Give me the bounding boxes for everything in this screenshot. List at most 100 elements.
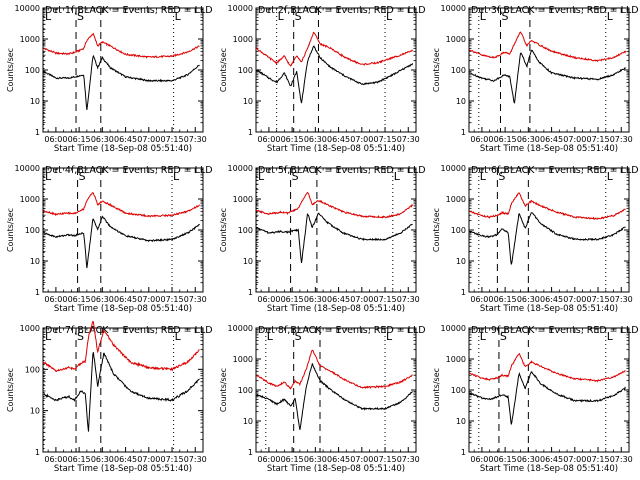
x-tick-label: 07:30 <box>610 135 633 144</box>
x-tick-label: 06:00 <box>470 455 493 464</box>
x-tick-label: 06:45 <box>327 455 350 464</box>
x-axis-label: Start Time (18-Sep-08 05:51:40) <box>267 304 405 314</box>
x-tick-label: 06:15 <box>68 135 91 144</box>
x-tick-label: 07:30 <box>184 295 207 304</box>
events-series-line <box>43 54 200 111</box>
x-tick-label: 07:15 <box>161 295 184 304</box>
time-marker-label: S <box>77 10 84 23</box>
y-tick-label: 1 <box>35 128 40 137</box>
y-tick-label: 10000 <box>228 4 253 13</box>
y-axis-label: Counts/sec <box>6 368 15 412</box>
lld-series-line <box>256 31 414 67</box>
y-tick-label: 1000 <box>233 195 253 204</box>
x-tick-label: 06:00 <box>257 455 280 464</box>
x-tick-label: 07:15 <box>161 455 184 464</box>
y-axis-label: Counts/sec <box>432 48 441 92</box>
x-tick-label: 07:30 <box>397 295 420 304</box>
y-tick-label: 100 <box>25 226 40 235</box>
chart-panel: Det 7f,BLACK = Events, RED = LLD 1 10 100 10… <box>6 320 213 474</box>
x-tick-label: 07:15 <box>587 295 610 304</box>
time-marker-label: S <box>498 170 505 183</box>
x-tick-label: 07:00 <box>350 295 373 304</box>
y-axis-label: Counts/sec <box>219 208 228 252</box>
chart-title: Det 1f,BLACK = Events, RED = LLD <box>45 5 213 16</box>
y-tick-label: 10 <box>243 257 253 266</box>
y-tick-label: 1000 <box>233 355 253 364</box>
lld-series-line <box>43 192 201 218</box>
events-series-line <box>256 212 413 264</box>
time-marker-label: L <box>175 10 182 23</box>
chart-title: Det 6f,BLACK = Events, RED = LLD <box>471 165 639 176</box>
x-tick-label: 07:15 <box>374 135 397 144</box>
lld-series-line <box>43 320 200 373</box>
chart-title: Det 7f,BLACK = Events, RED = LLD <box>45 325 213 336</box>
y-tick-label: 100 <box>451 386 466 395</box>
x-tick-label: 06:15 <box>494 455 517 464</box>
time-marker-label: S <box>292 170 299 183</box>
y-tick-label: 10 <box>30 257 40 266</box>
y-tick-label: 10000 <box>228 324 253 333</box>
x-tick-label: 06:45 <box>540 135 563 144</box>
x-axis-label: Start Time (18-Sep-08 05:51:40) <box>54 464 192 474</box>
y-tick-label: 1 <box>461 128 466 137</box>
x-tick-label: 07:00 <box>137 135 160 144</box>
x-tick-label: 07:00 <box>350 455 373 464</box>
lld-series-line <box>256 191 414 219</box>
y-tick-label: 100 <box>25 365 40 374</box>
y-tick-label: 10000 <box>15 164 40 173</box>
time-marker-label: L <box>175 330 182 343</box>
x-tick-label: 06:30 <box>304 295 327 304</box>
y-tick-label: 10000 <box>15 4 40 13</box>
y-tick-label: 1 <box>35 448 40 457</box>
x-axis-label: Start Time (18-Sep-08 05:51:40) <box>480 144 618 154</box>
lld-series-line <box>256 349 413 390</box>
time-marker-label: S <box>501 10 508 23</box>
x-tick-label: 06:00 <box>470 135 493 144</box>
x-axis-label: Start Time (18-Sep-08 05:51:40) <box>480 464 618 474</box>
chart-title: Det 8f,BLACK = Events, RED = LLD <box>258 325 426 336</box>
y-tick-label: 100 <box>238 226 253 235</box>
y-axis-label: Counts/sec <box>219 48 228 92</box>
time-marker-label: S <box>295 10 302 23</box>
x-tick-label: 07:00 <box>137 295 160 304</box>
time-marker-label: L <box>607 170 614 183</box>
x-tick-label: 07:30 <box>397 455 420 464</box>
x-tick-label: 06:45 <box>540 455 563 464</box>
y-tick-label: 1000 <box>20 195 40 204</box>
x-tick-label: 07:30 <box>184 455 207 464</box>
chart-title: Det 9f,BLACK = Events, RED = LLD <box>471 325 639 336</box>
x-tick-label: 06:30 <box>91 135 114 144</box>
x-tick-label: 07:15 <box>587 135 610 144</box>
y-tick-label: 1000 <box>446 35 466 44</box>
time-marker-label: L <box>607 10 614 23</box>
x-tick-label: 06:00 <box>470 295 493 304</box>
x-tick-label: 06:15 <box>281 135 304 144</box>
x-tick-label: 06:30 <box>91 295 114 304</box>
x-tick-label: 06:15 <box>494 135 517 144</box>
chart-panel: Det 8f,BLACK = Events, RED = LLD 1 10 100 10… <box>219 324 426 474</box>
x-tick-label: 07:00 <box>563 135 586 144</box>
x-tick-label: 06:15 <box>281 455 304 464</box>
y-tick-label: 10000 <box>441 4 466 13</box>
x-axis-label: Start Time (18-Sep-08 05:51:40) <box>54 304 192 314</box>
time-marker-label: S <box>79 170 86 183</box>
x-tick-label: 07:30 <box>184 135 207 144</box>
y-tick-label: 100 <box>451 226 466 235</box>
lld-series-line <box>43 32 200 59</box>
events-series-line <box>469 371 627 425</box>
y-axis-label: Counts/sec <box>6 48 15 92</box>
x-tick-label: 06:00 <box>44 295 67 304</box>
events-series-line <box>256 363 413 430</box>
x-tick-label: 06:45 <box>540 295 563 304</box>
y-tick-label: 1000 <box>20 324 40 333</box>
events-series-line <box>43 215 200 269</box>
y-tick-label: 1 <box>461 288 466 297</box>
x-tick-label: 06:00 <box>257 295 280 304</box>
x-tick-label: 06:30 <box>304 135 327 144</box>
chart-panel: Det 1f,BLACK = Events, RED = LLD 1 10 100 10… <box>6 4 213 154</box>
lld-series-line <box>469 192 626 220</box>
y-tick-label: 100 <box>25 66 40 75</box>
x-tick-label: 06:45 <box>327 135 350 144</box>
